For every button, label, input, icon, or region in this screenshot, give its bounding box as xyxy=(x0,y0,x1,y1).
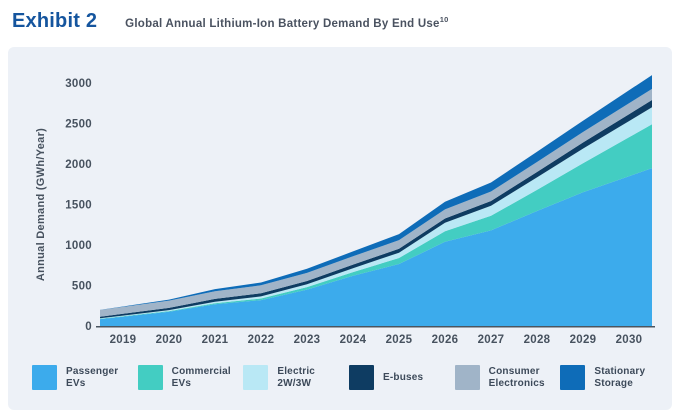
area-layer-passenger-evs xyxy=(100,168,652,326)
chart-panel: 0 500 1000 1500 2000 2500 3000 2019 2020 2021 2022… xyxy=(8,47,672,410)
y-tick-label: 500 xyxy=(72,281,92,293)
legend-label-line: EVs xyxy=(171,377,192,389)
legend-label-line: Consumer xyxy=(488,365,540,377)
y-tick-label: 2500 xyxy=(65,119,92,131)
legend-swatch-consumer-electronics xyxy=(454,365,480,390)
y-tick-label: 0 xyxy=(85,321,92,333)
legend-label-line: Commercial xyxy=(171,365,231,377)
legend-item-electric-2w3w: Electric 2W/3W xyxy=(243,365,345,390)
legend-label-line: E-buses xyxy=(382,371,424,383)
legend-item-e-buses: E-buses xyxy=(348,365,451,390)
chart-title-text: Global Annual Lithium-Ion Battery Demand… xyxy=(125,18,440,30)
y-tick-label: 1500 xyxy=(65,200,92,212)
x-tick-label: 2025 xyxy=(386,334,413,346)
legend-label-line: Passenger xyxy=(66,365,119,377)
x-tick-label: 2024 xyxy=(340,334,367,346)
legend-label-line: 2W/3W xyxy=(277,377,312,389)
x-tick-label: 2020 xyxy=(156,334,183,346)
legend-label-line: Electronics xyxy=(488,377,545,389)
y-tick-label: 1000 xyxy=(65,240,92,252)
x-tick-label: 2030 xyxy=(616,334,643,346)
chart-legend: Passenger EVs Commercial EVs Electric 2W/3W… xyxy=(32,365,662,390)
x-tick-label: 2023 xyxy=(294,334,321,346)
legend-item-stationary-storage: Stationary Storage xyxy=(560,365,662,390)
y-tick-label: 3000 xyxy=(65,78,92,90)
legend-item-commercial-evs: Commercial EVs xyxy=(137,365,240,390)
chart-title: Global Annual Lithium-Ion Battery Demand… xyxy=(125,15,448,30)
legend-label-line: Storage xyxy=(594,377,633,389)
y-axis-title: Annual Demand (GWh/Year) xyxy=(35,128,47,281)
legend-item-passenger-evs: Passenger EVs xyxy=(32,365,134,390)
y-tick-label: 2000 xyxy=(65,159,92,171)
legend-swatch-electric-2w3w xyxy=(243,365,269,390)
x-tick-label: 2029 xyxy=(570,334,597,346)
legend-swatch-e-buses xyxy=(348,365,374,390)
x-tick-label: 2027 xyxy=(478,334,505,346)
legend-swatch-stationary-storage xyxy=(560,365,586,390)
x-tick-label: 2022 xyxy=(248,334,275,346)
figure-header: Exhibit 2 Global Annual Lithium-Ion Batt… xyxy=(0,0,678,36)
x-tick-label: 2026 xyxy=(432,334,459,346)
x-tick-label: 2021 xyxy=(202,334,229,346)
x-tick-label: 2019 xyxy=(110,334,137,346)
legend-label-line: Stationary xyxy=(594,365,646,377)
exhibit-label: Exhibit 2 xyxy=(12,10,98,32)
legend-label-line: EVs xyxy=(66,377,86,389)
legend-swatch-passenger-evs xyxy=(32,365,57,390)
x-tick-label: 2028 xyxy=(524,334,551,346)
legend-label-line: Electric xyxy=(277,365,316,377)
legend-item-consumer-electronics: Consumer Electronics xyxy=(454,365,557,390)
legend-swatch-commercial-evs xyxy=(137,365,163,390)
chart-title-footnote-ref: 10 xyxy=(439,15,449,25)
stacked-area-chart: 0 500 1000 1500 2000 2500 3000 2019 2020 2021 2022… xyxy=(35,75,655,346)
